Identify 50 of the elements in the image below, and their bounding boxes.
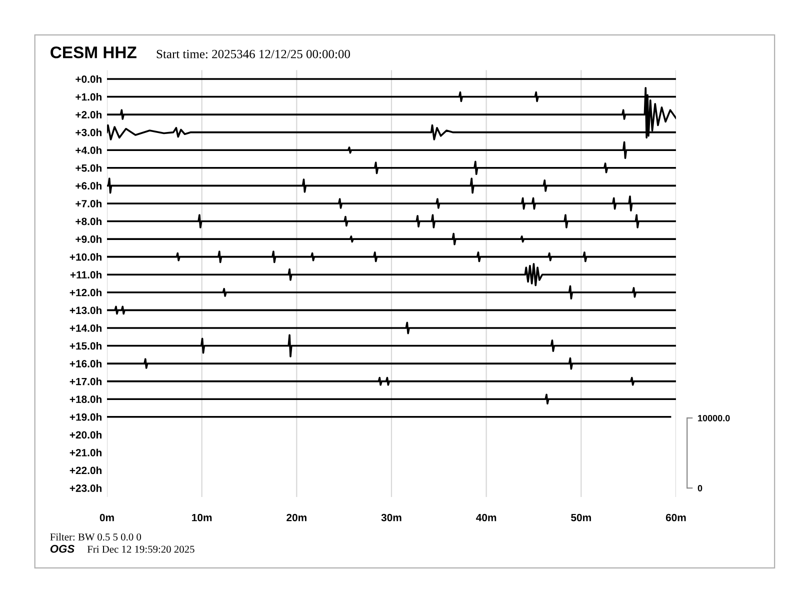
line-series bbox=[107, 86, 676, 139]
y-tick-label: +0.0h bbox=[76, 75, 102, 83]
x-tick-label: 30m bbox=[381, 514, 402, 522]
line-series bbox=[107, 195, 676, 212]
line-series bbox=[107, 263, 676, 286]
line-series bbox=[107, 160, 676, 176]
y-tick-label: +7.0h bbox=[76, 200, 102, 208]
y-tick-label: +22.0h bbox=[70, 466, 102, 474]
y-tick-label: +12.0h bbox=[70, 288, 102, 296]
y-tick-label: +8.0h bbox=[76, 217, 102, 226]
y-tick-label: +5.0h bbox=[76, 164, 102, 172]
y-tick-label: +21.0h bbox=[70, 448, 102, 456]
y-tick-label: +13.0h bbox=[70, 306, 102, 314]
line-series bbox=[107, 232, 676, 246]
y-tick-label: +9.0h bbox=[76, 235, 102, 243]
x-tick-label: 60m bbox=[666, 514, 686, 522]
chart-title: CESM HHZ bbox=[50, 46, 136, 58]
x-tick-label: 0m bbox=[100, 514, 114, 522]
y-tick-label: +1.0h bbox=[76, 92, 102, 101]
x-tick-label: 10m bbox=[192, 514, 212, 522]
y-tick-label: +23.0h bbox=[70, 484, 102, 492]
y-tick-label: +10.0h bbox=[70, 253, 102, 261]
y-tick-label: +4.0h bbox=[76, 146, 102, 154]
line-series bbox=[107, 285, 676, 300]
y-tick-label: +2.0h bbox=[76, 110, 102, 118]
text: OGS bbox=[50, 544, 74, 553]
line-series bbox=[107, 214, 676, 228]
line-series bbox=[107, 357, 676, 370]
y-tick-label: +3.0h bbox=[76, 128, 102, 136]
line-series bbox=[107, 141, 676, 160]
y-tick-label: +20.0h bbox=[70, 430, 102, 439]
x-tick-label: 40m bbox=[476, 514, 496, 522]
y-tick-label: +17.0h bbox=[70, 378, 102, 386]
y-tick-label: +15.0h bbox=[70, 342, 102, 350]
chart-subtitle: Start time: 2025346 12/12/25 00:00:00 bbox=[156, 50, 350, 58]
y-tick-label: +18.0h bbox=[70, 395, 102, 403]
y-tick-label: +16.0h bbox=[70, 360, 102, 368]
line-series bbox=[107, 250, 676, 264]
x-tick-label: 50m bbox=[571, 514, 591, 522]
y-tick-label: +19.0h bbox=[70, 413, 102, 421]
y2-tick-label: 0 bbox=[698, 485, 702, 492]
text: Filter: BW 0.5 5 0.0 0 bbox=[50, 533, 142, 541]
y2-tick-label: 10000.0 bbox=[698, 414, 730, 422]
line-series bbox=[107, 178, 676, 194]
text: Fri Dec 12 19:59:20 2025 bbox=[87, 546, 194, 553]
y-tick-label: +11.0h bbox=[70, 270, 102, 278]
y-tick-label: +14.0h bbox=[70, 324, 102, 332]
line-series bbox=[107, 334, 676, 358]
y-tick-label: +6.0h bbox=[76, 182, 102, 190]
x-tick-label: 20m bbox=[286, 514, 306, 522]
